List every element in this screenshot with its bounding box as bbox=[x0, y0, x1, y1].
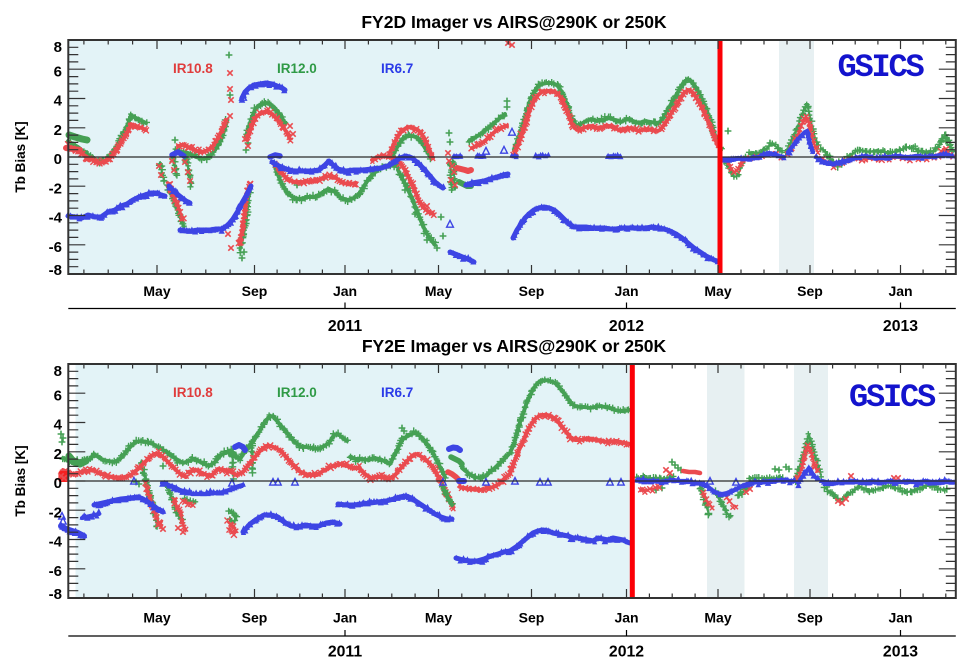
svg-text:-8: -8 bbox=[49, 586, 62, 603]
svg-text:6: 6 bbox=[54, 64, 62, 81]
svg-text:6: 6 bbox=[54, 387, 62, 404]
svg-text:8: 8 bbox=[54, 363, 62, 380]
svg-text:-8: -8 bbox=[49, 262, 62, 279]
svg-text:Tb Bias [K]: Tb Bias [K] bbox=[13, 445, 28, 516]
svg-text:IR6.7: IR6.7 bbox=[381, 385, 413, 400]
svg-text:4: 4 bbox=[54, 417, 63, 434]
svg-text:May: May bbox=[143, 610, 170, 626]
svg-text:IR12.0: IR12.0 bbox=[277, 61, 317, 76]
svg-text:2012: 2012 bbox=[609, 644, 644, 661]
svg-text:May: May bbox=[143, 283, 170, 299]
svg-text:Sep: Sep bbox=[242, 610, 268, 626]
svg-text:Jan: Jan bbox=[614, 610, 638, 626]
svg-text:Sep: Sep bbox=[242, 283, 268, 299]
svg-text:0: 0 bbox=[54, 475, 62, 492]
svg-text:IR10.8: IR10.8 bbox=[173, 61, 213, 76]
svg-text:Jan: Jan bbox=[888, 610, 912, 626]
svg-text:May: May bbox=[704, 610, 731, 626]
svg-text:Tb Bias [K]: Tb Bias [K] bbox=[13, 121, 28, 192]
svg-text:FY2E Imager vs AIRS@290K or 25: FY2E Imager vs AIRS@290K or 250K bbox=[362, 336, 667, 356]
svg-text:Sep: Sep bbox=[519, 610, 545, 626]
svg-text:2013: 2013 bbox=[883, 644, 918, 661]
svg-text:Jan: Jan bbox=[333, 283, 357, 299]
svg-text:GSICS: GSICS bbox=[849, 379, 936, 416]
svg-text:GSICS: GSICS bbox=[837, 49, 924, 86]
svg-text:-6: -6 bbox=[49, 239, 62, 256]
svg-text:0: 0 bbox=[54, 151, 62, 168]
svg-text:Jan: Jan bbox=[614, 283, 638, 299]
svg-text:Sep: Sep bbox=[797, 283, 823, 299]
svg-text:May: May bbox=[425, 610, 452, 626]
svg-text:-4: -4 bbox=[49, 210, 63, 227]
svg-text:May: May bbox=[704, 283, 731, 299]
svg-text:May: May bbox=[425, 283, 452, 299]
svg-text:2012: 2012 bbox=[609, 318, 644, 335]
svg-text:-4: -4 bbox=[49, 534, 63, 551]
svg-text:8: 8 bbox=[54, 39, 62, 56]
svg-text:4: 4 bbox=[54, 93, 63, 110]
svg-text:2013: 2013 bbox=[883, 318, 918, 335]
svg-text:Jan: Jan bbox=[888, 283, 912, 299]
svg-text:FY2D Imager vs AIRS@290K or 25: FY2D Imager vs AIRS@290K or 250K bbox=[361, 12, 667, 32]
svg-text:2011: 2011 bbox=[328, 318, 362, 335]
svg-text:Sep: Sep bbox=[519, 283, 545, 299]
svg-text:2: 2 bbox=[54, 122, 62, 139]
svg-text:2011: 2011 bbox=[328, 644, 362, 661]
svg-text:IR12.0: IR12.0 bbox=[277, 385, 317, 400]
svg-text:-2: -2 bbox=[49, 505, 62, 522]
svg-text:Sep: Sep bbox=[797, 610, 823, 626]
svg-text:Jan: Jan bbox=[333, 610, 357, 626]
svg-text:IR10.8: IR10.8 bbox=[173, 385, 213, 400]
svg-text:IR6.7: IR6.7 bbox=[381, 61, 413, 76]
svg-text:-6: -6 bbox=[49, 563, 62, 580]
svg-text:-2: -2 bbox=[49, 180, 62, 197]
svg-text:2: 2 bbox=[54, 446, 62, 463]
